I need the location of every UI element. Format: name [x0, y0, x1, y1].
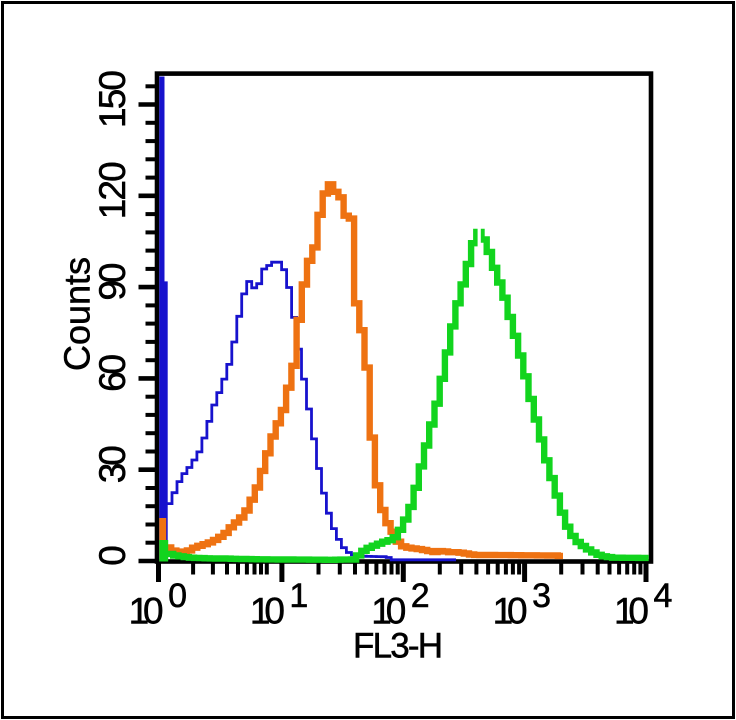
svg-text:30: 30 — [92, 445, 133, 483]
svg-text:3: 3 — [532, 577, 551, 615]
svg-text:120: 120 — [92, 161, 133, 219]
svg-text:0: 0 — [168, 577, 187, 615]
svg-text:2: 2 — [411, 577, 430, 615]
svg-text:FL3-H: FL3-H — [353, 627, 443, 666]
svg-text:10: 10 — [129, 591, 164, 632]
svg-text:0: 0 — [92, 545, 133, 566]
svg-text:10: 10 — [371, 591, 406, 632]
svg-text:10: 10 — [493, 591, 528, 632]
svg-text:150: 150 — [92, 70, 133, 128]
svg-text:1: 1 — [289, 577, 308, 615]
svg-text:60: 60 — [92, 354, 133, 392]
svg-text:Counts: Counts — [57, 257, 98, 371]
svg-text:4: 4 — [654, 577, 673, 615]
svg-text:10: 10 — [250, 591, 285, 632]
svg-text:10: 10 — [614, 591, 649, 632]
svg-text:90: 90 — [92, 263, 133, 301]
